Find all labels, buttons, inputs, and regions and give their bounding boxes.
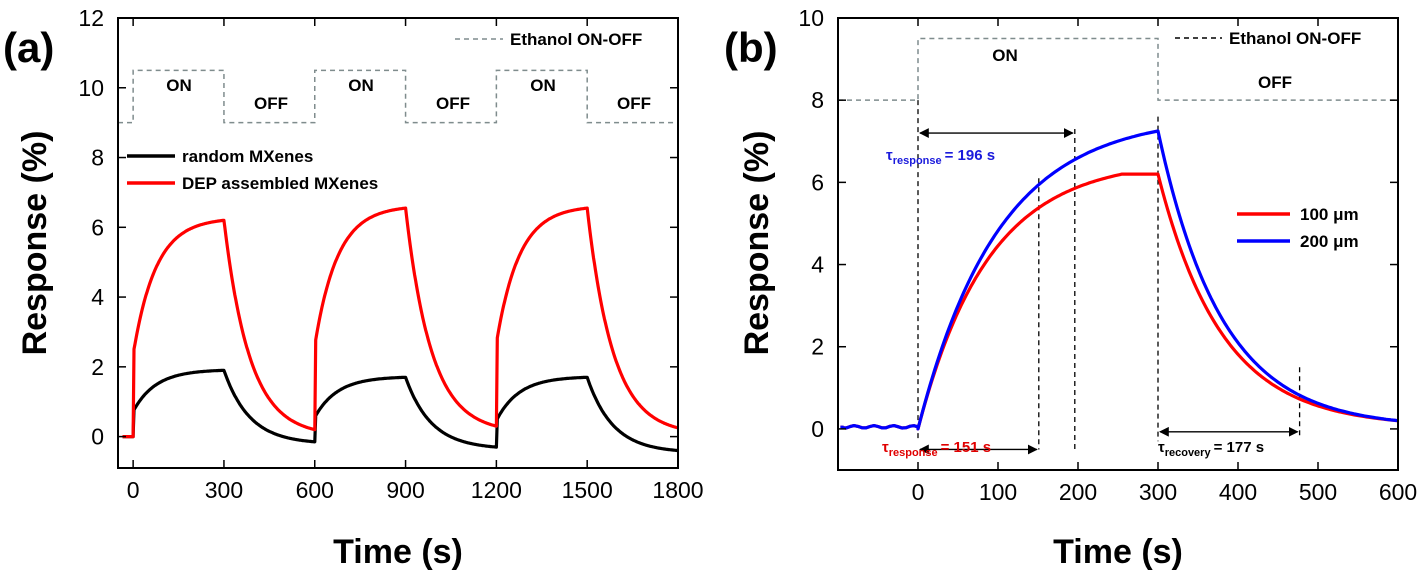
panel-b-label: (b) [724,24,778,71]
panel-b-tau-value: = 177 s [1214,439,1264,456]
panel-a-series-random [122,368,679,453]
panel-b-tau-response-100-label: τresponse = 151 s [882,439,991,459]
panel-a-x-tick-label-0: 0 [127,477,140,503]
panel-b-x-tick-label-6: 600 [1379,479,1417,505]
panel-b-y-axis-title: Response (%) [738,131,776,356]
panel-b-tau-value: = 151 s [941,439,991,456]
panel-a-y-axis-title: Response (%) [16,131,54,356]
panel-a-x-tick-label-2: 600 [296,477,334,503]
panel-b-x-tick-label-0: 0 [912,479,925,505]
panel-b-tau-subscript: response [893,155,942,167]
panel-b-series-100um [840,172,1399,431]
panel-a-ticks: 0 300 600 900 1200 1500 1800 0 2 4 6 8 10 12 [78,5,703,503]
panel-a-series-dep [122,206,679,439]
panel-a-y-tick-label-5: 10 [78,75,104,101]
panel-a-x-tick-label-3: 900 [386,477,424,503]
panel-b-tau-symbol: τ [882,439,889,456]
panel-b-x-axis-title: Time (s) [1053,533,1183,571]
panel-a-plot-area [118,69,679,453]
panel-b-y-tick-label-3: 6 [811,169,824,195]
panel-a-ethanol-on-off-line [118,69,678,124]
panel-b-y-tick-label-2: 4 [811,252,824,278]
panel-a-y-tick-label-3: 6 [91,214,104,240]
panel-a-x-tick-label-6: 1800 [652,477,703,503]
panel-b-y-tick-label-0: 0 [811,416,824,442]
panel-b-frame [837,17,1399,471]
panel-a-state-on-2: ON [348,76,374,95]
panel-a-x-axis-title: Time (s) [333,533,463,571]
panel-b-plot-area [838,37,1399,455]
panel-a-legend-label-random: random MXenes [182,147,313,166]
panel-a-x-tick-label-5: 1500 [562,477,613,503]
panel-b-series-200um [840,129,1399,431]
panel-a-state-on-3: ON [530,76,556,95]
panel-b-tau-subscript: recovery [1165,447,1212,459]
panel-b-ethanol-legend-label: Ethanol ON-OFF [1229,29,1361,48]
panel-b-ticks: 0 100 200 300 400 500 600 0 2 4 6 8 10 [798,5,1417,505]
panel-a-state-off-3: OFF [617,94,651,113]
panel-a-state-on-1: ON [166,76,192,95]
panel-b-x-tick-label-3: 300 [1139,479,1177,505]
panel-a-state-off-1: OFF [254,94,288,113]
panel-a-y-tick-label-1: 2 [91,354,104,380]
panel-b-legend-label-100um: 100 μm [1300,205,1359,224]
panel-b-y-tick-label-4: 8 [811,87,824,113]
panel-b-y-tick-label-5: 10 [798,5,824,31]
panel-b-tau-response-200-label: τresponse = 196 s [886,147,995,167]
panel-a-y-tick-label-4: 8 [91,145,104,171]
panel-b-legend-label-200um: 200 μm [1300,232,1359,251]
panel-b-y-tick-label-1: 2 [811,334,824,360]
panel-b-ethanol-on-off-line [838,37,1398,101]
panel-a-y-tick-label-6: 12 [78,5,104,31]
panel-b-state-on: ON [992,46,1018,65]
panel-a-label: (a) [3,24,54,71]
panel-a-y-tick-label-0: 0 [91,424,104,450]
panel-b-x-tick-label-2: 200 [1059,479,1097,505]
panel-b-tau-symbol: τ [886,147,893,164]
panel-b-state-off: OFF [1258,73,1292,92]
panel-b-tau-symbol: τ [1158,439,1165,456]
panel-b-tau-subscript: response [889,447,938,459]
panel-a: (a) 0 300 600 900 1200 1500 1800 0 2 4 6 8 10 12 Time… [3,5,704,571]
panel-b-x-tick-label-5: 500 [1299,479,1337,505]
panel-a-x-tick-label-4: 1200 [471,477,522,503]
panel-b-tau-recovery-label: τrecovery = 177 s [1158,439,1264,459]
panel-a-state-off-2: OFF [436,94,470,113]
panel-a-y-tick-label-2: 4 [91,284,104,310]
panel-b-x-tick-label-4: 400 [1219,479,1257,505]
panel-b-tau-value: = 196 s [945,147,995,164]
panel-a-x-tick-label-1: 300 [205,477,243,503]
panel-a-frame [117,17,679,469]
panel-b-x-tick-label-1: 100 [979,479,1017,505]
panel-a-legend-label-dep: DEP assembled MXenes [182,174,378,193]
panel-a-ethanol-legend-label: Ethanol ON-OFF [510,30,642,49]
